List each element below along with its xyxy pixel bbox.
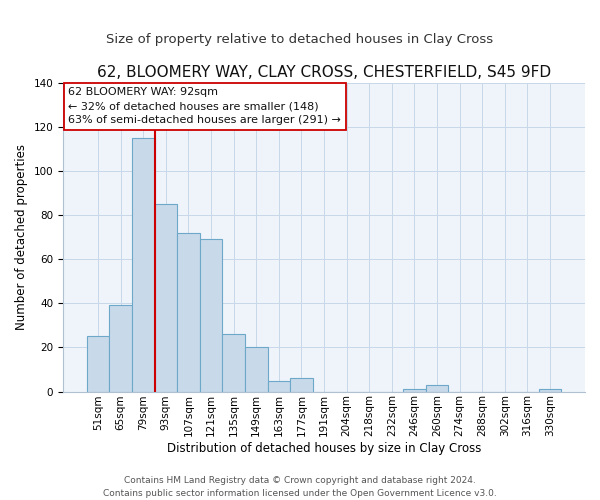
Bar <box>177 232 200 392</box>
Bar <box>109 306 132 392</box>
Text: Contains HM Land Registry data © Crown copyright and database right 2024.
Contai: Contains HM Land Registry data © Crown c… <box>103 476 497 498</box>
Bar <box>245 348 268 392</box>
Bar <box>539 390 561 392</box>
Y-axis label: Number of detached properties: Number of detached properties <box>15 144 28 330</box>
Text: Size of property relative to detached houses in Clay Cross: Size of property relative to detached ho… <box>106 32 494 46</box>
Bar <box>268 380 290 392</box>
Bar <box>290 378 313 392</box>
Bar <box>403 390 425 392</box>
Bar <box>200 240 223 392</box>
Bar <box>223 334 245 392</box>
Text: 62 BLOOMERY WAY: 92sqm
← 32% of detached houses are smaller (148)
63% of semi-de: 62 BLOOMERY WAY: 92sqm ← 32% of detached… <box>68 87 341 125</box>
Bar <box>132 138 155 392</box>
Title: 62, BLOOMERY WAY, CLAY CROSS, CHESTERFIELD, S45 9FD: 62, BLOOMERY WAY, CLAY CROSS, CHESTERFIE… <box>97 65 551 80</box>
X-axis label: Distribution of detached houses by size in Clay Cross: Distribution of detached houses by size … <box>167 442 481 455</box>
Bar <box>87 336 109 392</box>
Bar <box>155 204 177 392</box>
Bar <box>425 385 448 392</box>
